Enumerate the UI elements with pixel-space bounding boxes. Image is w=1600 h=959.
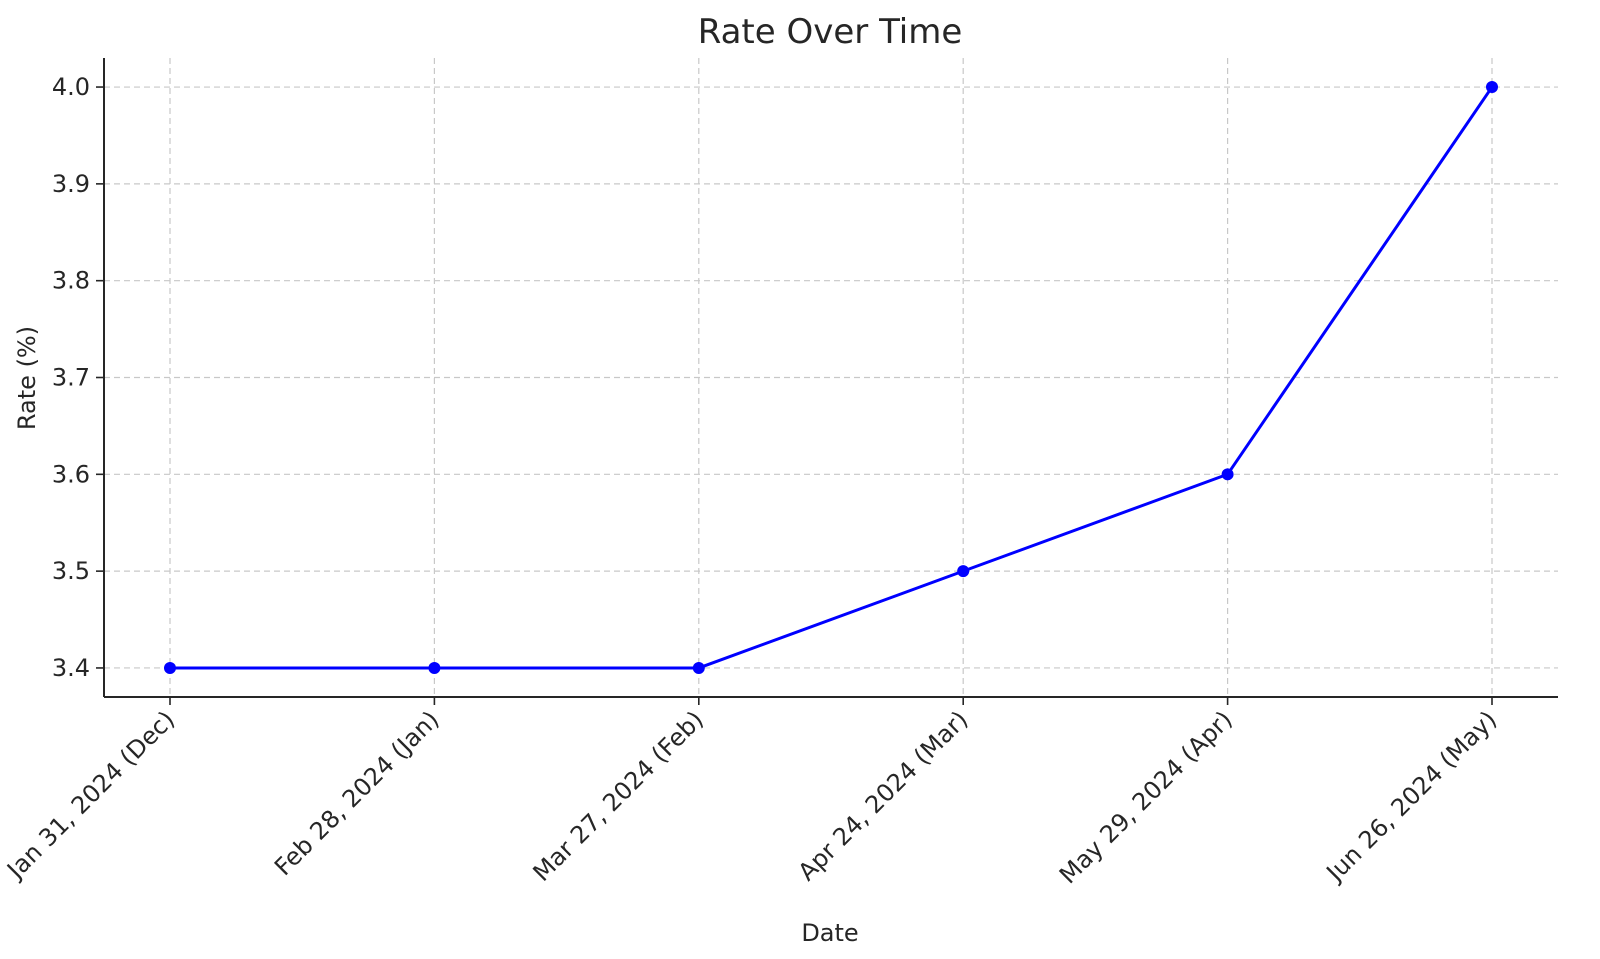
y-ticks: 3.4 3.5 3.6 3.7 3.8 3.9 4.0 [52, 73, 104, 682]
y-tick-label: 3.8 [52, 267, 90, 295]
data-point [957, 565, 970, 578]
x-axis-label: Date [801, 919, 858, 947]
y-tick-label: 3.9 [52, 170, 90, 198]
series-layer [164, 81, 1498, 674]
y-axis-label: Rate (%) [13, 326, 41, 430]
x-tick-label: May 29, 2024 (Apr) [1054, 705, 1238, 889]
grid [104, 58, 1558, 697]
data-point [1486, 81, 1498, 94]
x-tick-label: Jun 26, 2024 (May) [1320, 705, 1502, 887]
y-tick-label: 3.5 [52, 557, 90, 585]
y-tick-label: 4.0 [52, 73, 90, 101]
x-tick-label: Apr 24, 2024 (Mar) [793, 705, 974, 886]
data-point [692, 661, 705, 674]
chart-title: Rate Over Time [698, 12, 963, 52]
data-point [1221, 468, 1234, 481]
data-point [428, 661, 441, 674]
series-line [170, 86, 1494, 670]
y-tick-label: 3.7 [52, 364, 90, 392]
y-tick-label: 3.4 [52, 654, 90, 682]
x-tick-label: Jan 31, 2024 (Dec) [0, 705, 180, 885]
x-tick-label: Feb 28, 2024 (Jan) [269, 705, 445, 881]
x-ticks: Jan 31, 2024 (Dec) Feb 28, 2024 (Jan) Mar … [0, 697, 1502, 889]
y-tick-label: 3.6 [52, 460, 90, 488]
x-tick-label: Mar 27, 2024 (Feb) [528, 705, 709, 886]
data-point [164, 661, 176, 674]
